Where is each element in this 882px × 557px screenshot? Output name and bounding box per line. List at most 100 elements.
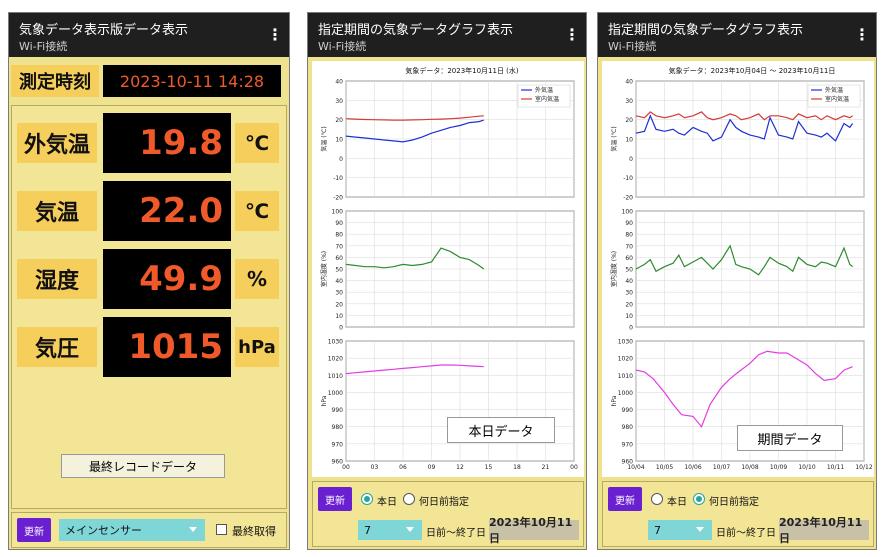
y-tick-label: 10: [625, 137, 633, 144]
y-tick-label: -20: [333, 195, 343, 202]
y-tick-label: 100: [622, 209, 634, 216]
y-tick-label: 960: [332, 459, 344, 466]
today-data-caption: 本日データ: [447, 417, 555, 443]
y-tick-label: 40: [335, 278, 343, 285]
y-tick-label: 20: [625, 301, 633, 308]
legend-label: 外気温: [535, 86, 553, 94]
y-tick-label: 0: [339, 325, 343, 332]
dropdown-caret-icon: [696, 527, 704, 532]
series-line: [345, 115, 484, 121]
radio-today-label: 本日: [377, 497, 397, 508]
y-tick-label: 990: [332, 407, 344, 414]
overflow-menu-icon[interactable]: ⋮: [267, 25, 283, 44]
y-tick-label: 70: [335, 243, 343, 250]
datetime-label: 測定時刻: [11, 65, 99, 97]
y-axis-label: 室内湿度 (%): [320, 251, 328, 287]
radio-days-before-label: 何日前指定: [419, 497, 469, 508]
overflow-menu-icon[interactable]: ⋮: [564, 25, 580, 44]
y-tick-label: 30: [335, 290, 343, 297]
sensor-select-value: メインセンサー: [65, 524, 142, 537]
radio-days-before-label: 何日前指定: [709, 497, 759, 508]
y-tick-label: 1030: [618, 339, 633, 346]
series-line: [635, 111, 853, 121]
screen-current-data: 気象データ表示版データ表示 Wi-Fi接続 ⋮ 測定時刻 2023-10-11 …: [8, 12, 290, 550]
radio-days-before[interactable]: [693, 493, 705, 505]
y-axis-label: 室内湿度 (%): [610, 251, 618, 287]
y-axis-label: 気温 (℃): [610, 126, 618, 151]
legend-label: 室内気温: [535, 95, 559, 103]
legend-label: 外気温: [825, 86, 843, 94]
x-tick-label: 10/10: [798, 464, 815, 471]
pressure-label: 気圧: [17, 327, 97, 367]
y-tick-label: 10: [335, 313, 343, 320]
legend-label: 室内気温: [825, 95, 849, 103]
x-tick-label: 15: [485, 464, 493, 471]
end-date-field[interactable]: 2023年10月11日: [779, 516, 869, 545]
y-axis-label: 気温 (℃): [320, 126, 328, 151]
refresh-button[interactable]: 更新: [17, 518, 51, 542]
period-data-caption: 期間データ: [737, 425, 843, 451]
y-tick-label: 90: [335, 220, 343, 227]
y-tick-label: 1000: [328, 390, 343, 397]
app-title: 気象データ表示版データ表示: [19, 23, 189, 38]
screen-period-graph: 指定期間の気象データグラフ表示 Wi-Fi接続 ⋮ 気象データ：2023年10月…: [597, 12, 877, 550]
series-line: [635, 114, 854, 142]
y-tick-label: 30: [625, 98, 633, 105]
radio-today[interactable]: [361, 493, 373, 505]
x-tick-label: 06: [399, 464, 407, 471]
series-line: [345, 119, 484, 143]
series-line: [345, 247, 485, 270]
temp-unit: ℃: [235, 191, 279, 231]
days-select[interactable]: 7: [648, 520, 712, 540]
x-tick-label: 10/06: [684, 464, 701, 471]
y-tick-label: 0: [339, 156, 343, 163]
radio-days-before[interactable]: [403, 493, 415, 505]
y-tick-label: 10: [625, 313, 633, 320]
range-label: 日前～終了日: [716, 528, 776, 539]
end-date-field[interactable]: 2023年10月11日: [489, 516, 579, 545]
y-tick-label: 100: [332, 209, 344, 216]
x-tick-label: 10/04: [627, 464, 644, 471]
overflow-menu-icon[interactable]: ⋮: [854, 25, 870, 44]
latest-checkbox[interactable]: [216, 524, 227, 535]
days-select[interactable]: 7: [358, 520, 422, 540]
y-tick-label: 1010: [328, 373, 343, 380]
y-tick-label: 40: [625, 278, 633, 285]
y-tick-label: 40: [625, 79, 633, 86]
screen-today-graph: 指定期間の気象データグラフ表示 Wi-Fi接続 ⋮ 気象データ：2023年10月…: [307, 12, 587, 550]
y-axis-label: hPa: [321, 395, 328, 406]
y-tick-label: 960: [622, 459, 634, 466]
x-tick-label: 10/05: [656, 464, 673, 471]
refresh-button[interactable]: 更新: [318, 487, 352, 511]
pressure-value: 1015: [103, 317, 231, 377]
x-tick-label: 03: [371, 464, 379, 471]
datetime-value: 2023-10-11 14:28: [103, 65, 281, 97]
pressure-unit: hPa: [235, 327, 279, 367]
y-tick-label: 970: [332, 441, 344, 448]
x-tick-label: 09: [428, 464, 436, 471]
x-tick-label: 00: [570, 464, 578, 471]
radio-today[interactable]: [651, 493, 663, 505]
outdoor-temp-label: 外気温: [17, 123, 97, 163]
y-tick-label: 50: [335, 267, 343, 274]
x-tick-label: 10/11: [827, 464, 844, 471]
y-tick-label: 30: [625, 290, 633, 297]
y-tick-label: 0: [629, 325, 633, 332]
y-tick-label: 60: [625, 255, 633, 262]
days-select-value: 7: [654, 523, 661, 537]
outdoor-temp-unit: ℃: [235, 123, 279, 163]
series-line: [635, 244, 853, 276]
sensor-select[interactable]: メインセンサー: [59, 519, 205, 541]
refresh-button[interactable]: 更新: [608, 487, 642, 511]
y-tick-label: 1030: [328, 339, 343, 346]
temp-value: 22.0: [103, 181, 231, 241]
series-line: [635, 350, 853, 428]
series-line: [345, 364, 484, 375]
y-tick-label: 70: [625, 243, 633, 250]
y-tick-label: 80: [625, 232, 633, 239]
y-tick-label: 1010: [618, 373, 633, 380]
app-subtitle: Wi-Fi接続: [608, 40, 657, 53]
x-tick-label: 10/07: [713, 464, 730, 471]
last-record-caption: 最終レコードデータ: [61, 454, 225, 478]
